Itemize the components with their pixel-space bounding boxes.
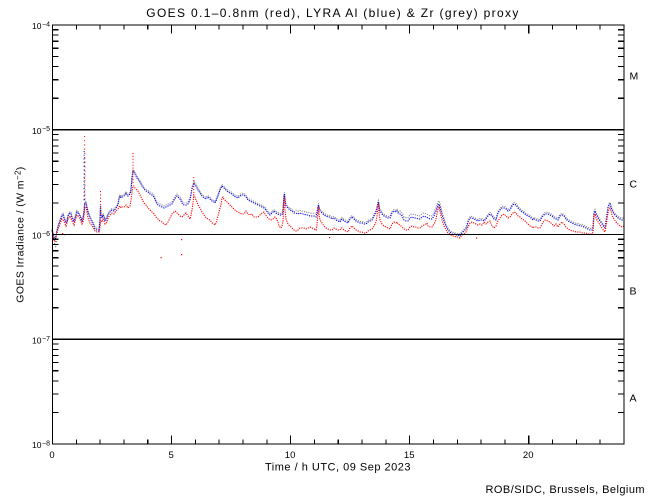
svg-text:A: A	[630, 393, 637, 405]
svg-text:−5: −5	[42, 126, 50, 133]
svg-text:B: B	[630, 286, 637, 298]
svg-text:−8: −8	[42, 441, 50, 448]
svg-text:10: 10	[285, 450, 296, 461]
svg-text:10: 10	[32, 335, 42, 345]
svg-text:10: 10	[32, 231, 42, 241]
svg-text:M: M	[630, 71, 639, 83]
svg-text:C: C	[630, 178, 638, 190]
svg-text:−4: −4	[42, 22, 50, 29]
svg-text:−7: −7	[42, 336, 50, 343]
svg-text:−6: −6	[42, 231, 50, 238]
svg-text:GOES 0.1–0.8nm (red), LYRA Al: GOES 0.1–0.8nm (red), LYRA Al (blue) & Z…	[146, 6, 519, 20]
svg-text:10: 10	[32, 21, 42, 31]
svg-text:0: 0	[49, 450, 54, 461]
svg-text:5: 5	[168, 450, 173, 461]
svg-text:ROB/SIDC, Brussels, Belgium: ROB/SIDC, Brussels, Belgium	[486, 484, 645, 496]
svg-text:GOES Irradiance / (W m−2): GOES Irradiance / (W m−2)	[14, 166, 27, 302]
svg-text:10: 10	[32, 126, 42, 136]
svg-text:Time / h UTC, 09 Sep 2023: Time / h UTC, 09 Sep 2023	[265, 462, 411, 474]
svg-text:20: 20	[523, 450, 534, 461]
svg-text:10: 10	[32, 440, 42, 450]
svg-text:15: 15	[404, 450, 415, 461]
